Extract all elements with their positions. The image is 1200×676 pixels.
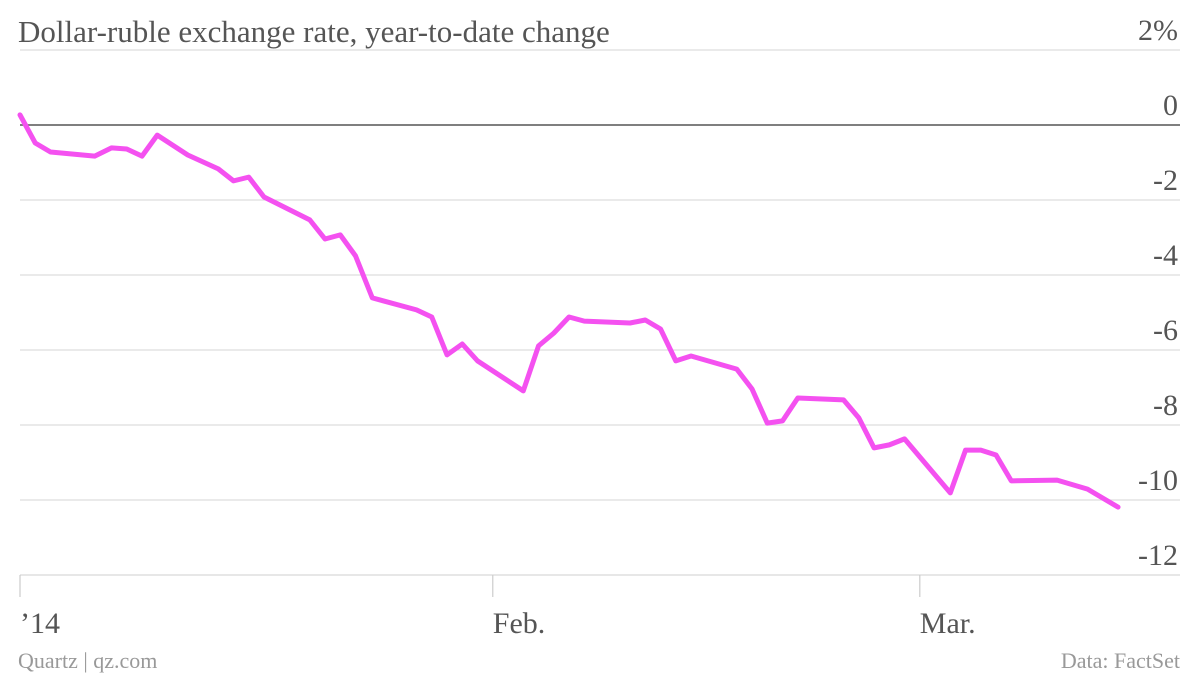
y-tick-label: -10: [1138, 464, 1178, 497]
data-line: [17, 112, 1121, 510]
x-tick-label: Feb.: [493, 607, 545, 640]
y-tick-label: 0: [1163, 89, 1178, 122]
y-tick-label: -12: [1138, 539, 1178, 572]
source: Data: FactSet: [1061, 648, 1180, 673]
x-tick-label: ’14: [20, 607, 60, 640]
chart-title: Dollar-ruble exchange rate, year-to-date…: [18, 14, 610, 49]
y-tick-label: -2: [1153, 164, 1178, 197]
y-tick-label: -8: [1153, 389, 1178, 422]
y-tick-label: -6: [1153, 314, 1178, 347]
y-tick-label: -4: [1153, 239, 1178, 272]
x-tick-label: Mar.: [920, 607, 976, 640]
y-tick-label: 2%: [1138, 14, 1178, 47]
credit: Quartz | qz.com: [18, 648, 157, 673]
